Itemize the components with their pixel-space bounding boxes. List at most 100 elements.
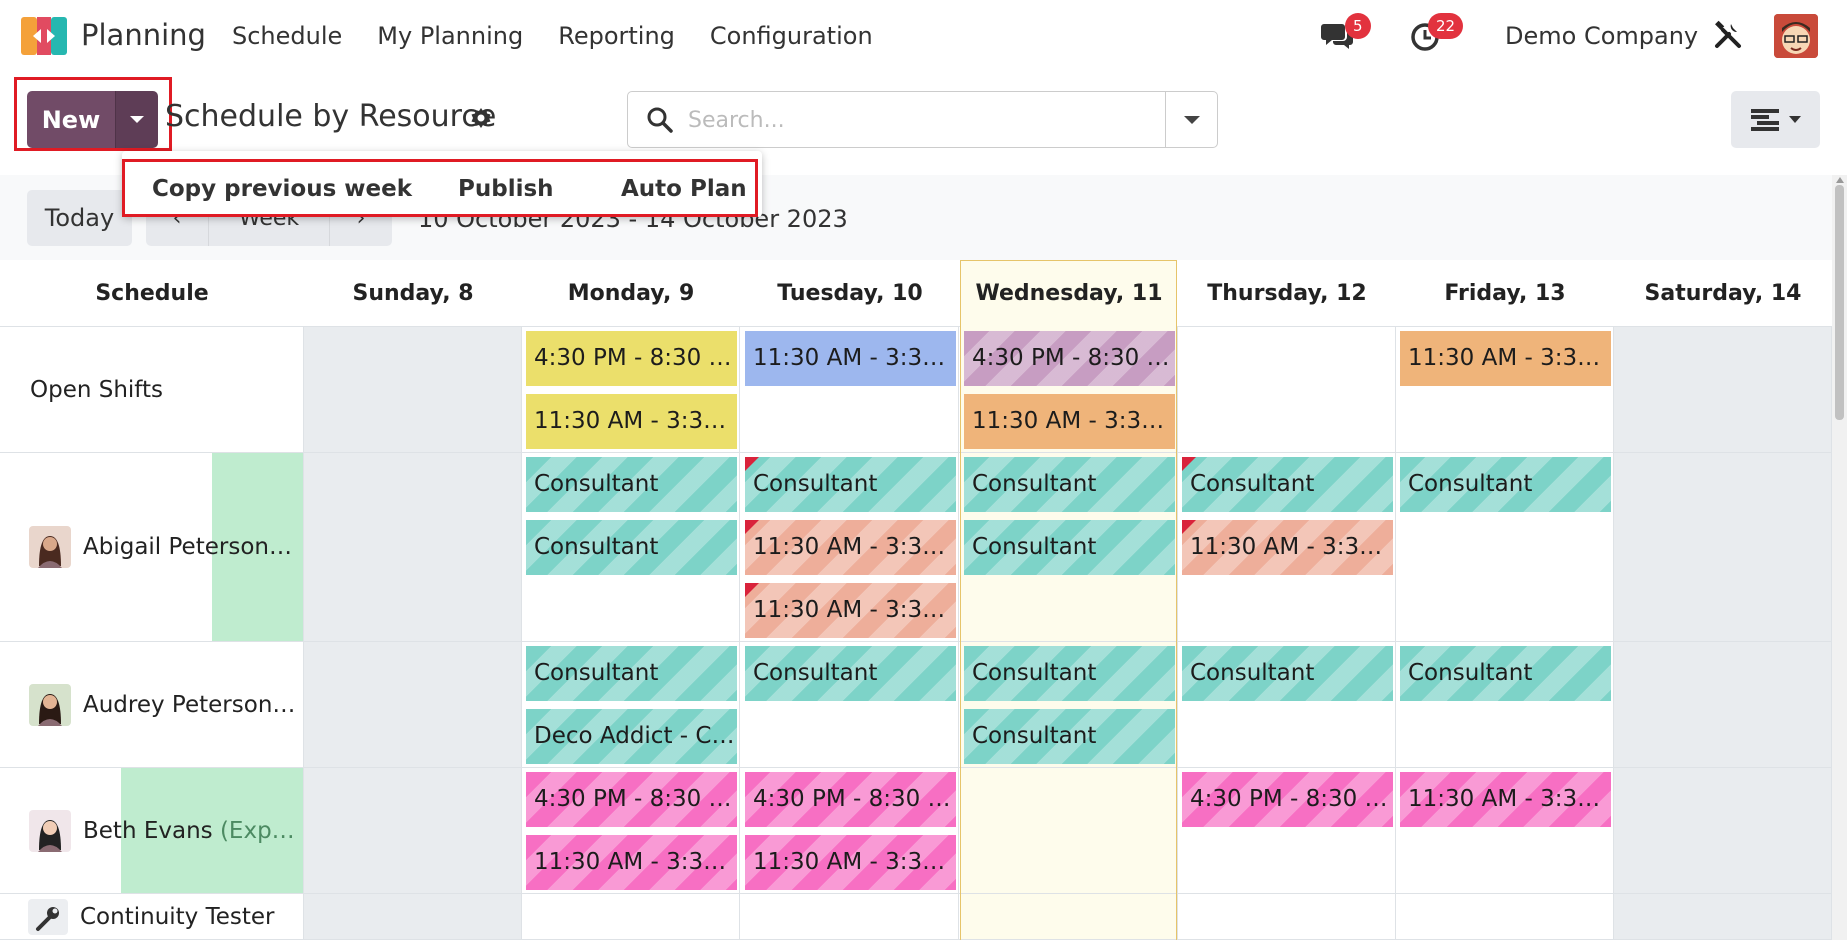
shift-pill[interactable]: Consultant	[745, 457, 956, 512]
shift-pill[interactable]: 11:30 AM - 3:30…	[745, 583, 956, 638]
day-cell[interactable]	[741, 768, 959, 893]
day-cell[interactable]	[1614, 894, 1832, 939]
day-header: Friday, 13	[1444, 281, 1566, 306]
gear-icon[interactable]	[469, 106, 493, 130]
row-label[interactable]: Open Shifts	[0, 327, 304, 452]
shift-pill[interactable]: 4:30 PM - 8:30 …	[964, 331, 1175, 386]
shift-pill[interactable]: Consultant	[1182, 457, 1393, 512]
shift-pill-label: 11:30 AM - 3:30…	[1408, 345, 1611, 371]
scrollbar-thumb[interactable]	[1835, 185, 1844, 420]
shift-pill[interactable]: Consultant	[964, 520, 1175, 575]
day-cell[interactable]	[741, 642, 959, 767]
shift-pill-label: 11:30 AM - 3:30…	[753, 849, 956, 875]
shift-pill[interactable]: 4:30 PM - 8:30 …	[526, 331, 737, 386]
day-cell[interactable]	[1614, 327, 1832, 452]
copy-previous-week-item[interactable]: Copy previous week	[152, 176, 413, 202]
shift-pill[interactable]: 4:30 PM - 8:30 …	[1182, 772, 1393, 827]
next-button[interactable]: ›	[356, 205, 366, 231]
shift-pill[interactable]: 4:30 PM - 8:30 …	[745, 772, 956, 827]
menu-my-planning[interactable]: My Planning	[377, 22, 524, 50]
wrench-icon	[28, 898, 68, 935]
shift-pill-label: 11:30 AM - 3:30…	[1408, 786, 1611, 812]
menu-configuration[interactable]: Configuration	[709, 22, 873, 50]
day-cell[interactable]	[960, 768, 1178, 893]
shift-pill[interactable]: Consultant	[964, 709, 1175, 764]
day-cell[interactable]	[741, 894, 959, 939]
shift-pill[interactable]: 11:30 AM - 3:30…	[745, 835, 956, 890]
new-button-group: New	[27, 91, 158, 148]
menu-reporting[interactable]: Reporting	[558, 22, 675, 50]
day-cell[interactable]	[960, 894, 1178, 939]
shift-pill[interactable]: Consultant	[745, 646, 956, 701]
activities-badge: 22	[1428, 13, 1464, 39]
day-cell[interactable]	[304, 894, 522, 939]
day-cell[interactable]	[304, 768, 522, 893]
day-cell[interactable]	[1614, 768, 1832, 893]
row-label[interactable]: Audrey Peterson…	[0, 642, 304, 767]
day-cell[interactable]	[741, 327, 959, 452]
shift-pill[interactable]: 11:30 AM - 3:30…	[964, 394, 1175, 449]
shift-pill[interactable]: Deco Addict - C…	[526, 709, 737, 764]
user-avatar[interactable]	[1774, 14, 1818, 58]
shift-pill[interactable]: Consultant	[1400, 646, 1611, 701]
new-dropdown-toggle[interactable]	[115, 91, 158, 148]
chevron-down-icon	[1183, 115, 1200, 124]
shift-pill[interactable]: 11:30 AM - 3:30…	[745, 331, 956, 386]
shift-pill[interactable]: Consultant	[1400, 457, 1611, 512]
shift-pill[interactable]: Consultant	[964, 457, 1175, 512]
shift-pill[interactable]: 11:30 AM - 3:30…	[526, 835, 737, 890]
day-cell[interactable]	[1614, 453, 1832, 641]
day-cell[interactable]	[1396, 642, 1614, 767]
planning-logo-icon[interactable]	[21, 17, 67, 55]
day-cell[interactable]	[304, 327, 522, 452]
shift-pill[interactable]: Consultant	[1182, 646, 1393, 701]
day-cell[interactable]	[1178, 642, 1396, 767]
publish-item[interactable]: Publish	[458, 176, 554, 202]
day-cell[interactable]	[1178, 768, 1396, 893]
day-cell[interactable]	[1396, 894, 1614, 939]
shift-pill-label: Consultant	[753, 471, 878, 497]
day-cell[interactable]	[1614, 642, 1832, 767]
debug-tools-icon[interactable]	[1713, 20, 1743, 50]
shift-pill[interactable]: 11:30 AM - 3:30…	[526, 394, 737, 449]
previous-button[interactable]: ‹	[172, 205, 182, 231]
top-navbar: Planning Schedule My Planning Reporting …	[0, 0, 1847, 72]
shift-pill[interactable]: 11:30 AM - 3:30…	[1400, 331, 1611, 386]
day-cell[interactable]	[304, 642, 522, 767]
row-label[interactable]: Abigail Peterson…	[0, 453, 304, 641]
menu-schedule[interactable]: Schedule	[232, 22, 343, 50]
shift-pill[interactable]: Consultant	[964, 646, 1175, 701]
shift-pill[interactable]: 4:30 PM - 8:30 …	[526, 772, 737, 827]
today-button[interactable]: Today	[27, 190, 132, 246]
new-button[interactable]: New	[27, 91, 115, 148]
day-cell[interactable]	[1178, 894, 1396, 939]
shift-pill[interactable]: Consultant	[526, 457, 737, 512]
day-cell[interactable]	[522, 453, 740, 641]
day-cell[interactable]	[522, 768, 740, 893]
day-cell[interactable]	[741, 453, 959, 641]
day-cell[interactable]	[1396, 768, 1614, 893]
shift-pill[interactable]: 11:30 AM - 3:30…	[1400, 772, 1611, 827]
shift-pill[interactable]: 11:30 AM - 3:30…	[745, 520, 956, 575]
scroll-up-icon[interactable]	[1836, 177, 1844, 183]
day-cell[interactable]	[304, 453, 522, 641]
app-name[interactable]: Planning	[81, 18, 206, 52]
shift-pill[interactable]: Consultant	[526, 646, 737, 701]
allocation-progress-bar	[212, 453, 303, 641]
row-label[interactable]: Continuity Tester	[0, 894, 304, 939]
search-input[interactable]	[688, 102, 1168, 138]
day-cell[interactable]	[1178, 327, 1396, 452]
day-cell[interactable]	[522, 642, 740, 767]
auto-plan-item[interactable]: Auto Plan	[621, 176, 747, 202]
company-switcher[interactable]: Demo Company	[1505, 22, 1699, 50]
shift-pill[interactable]: 11:30 AM - 3:30…	[1182, 520, 1393, 575]
day-cell[interactable]	[1178, 453, 1396, 641]
row-label[interactable]: Beth Evans (Exp…	[0, 768, 304, 893]
day-cell[interactable]	[522, 327, 740, 452]
search-options-toggle[interactable]	[1165, 92, 1217, 147]
view-switcher-button[interactable]	[1731, 91, 1820, 148]
day-cell[interactable]	[1396, 327, 1614, 452]
shift-pill[interactable]: Consultant	[526, 520, 737, 575]
day-cell[interactable]	[1396, 453, 1614, 641]
day-cell[interactable]	[522, 894, 740, 939]
